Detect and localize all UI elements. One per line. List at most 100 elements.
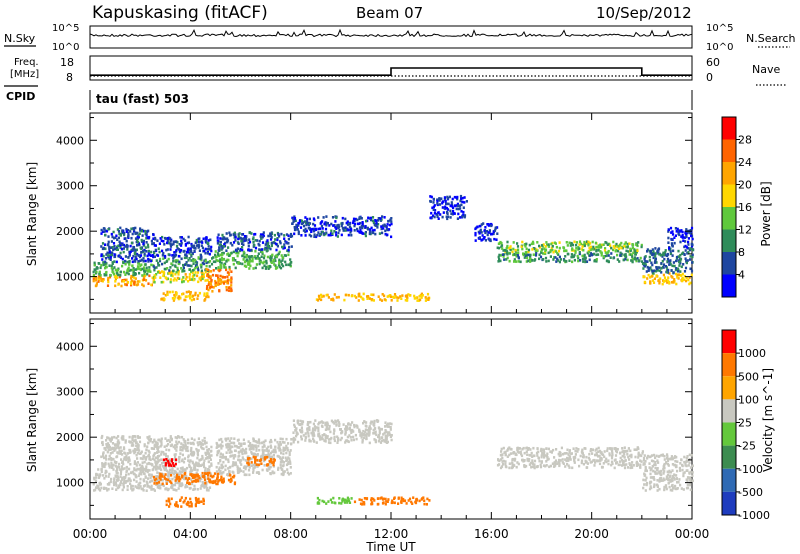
heatmap-cell xyxy=(220,258,223,262)
heatmap-cell xyxy=(282,464,285,467)
heatmap-cell xyxy=(628,454,632,458)
heatmap-cell xyxy=(100,467,103,471)
heatmap-cell xyxy=(220,447,223,450)
heatmap-cell xyxy=(142,275,145,278)
heatmap-cell xyxy=(315,426,318,429)
heatmap-cell xyxy=(481,234,484,237)
heatmap-cell xyxy=(594,453,597,457)
heatmap-cell xyxy=(190,478,193,481)
heatmap-cell xyxy=(188,477,191,480)
heatmap-cell xyxy=(159,464,162,467)
heatmap-cell xyxy=(137,483,140,487)
freq-label-line2: [MHz] xyxy=(10,69,39,80)
heatmap-cell xyxy=(116,472,119,475)
heatmap-cell xyxy=(101,230,104,233)
heatmap-cell xyxy=(207,295,210,299)
heatmap-cell xyxy=(602,243,605,246)
heatmap-cell xyxy=(595,452,598,455)
heatmap-cell xyxy=(207,448,210,451)
heatmap-cell xyxy=(542,243,545,246)
heatmap-cell xyxy=(525,260,528,263)
heatmap-cell xyxy=(540,244,544,247)
heatmap-cell xyxy=(677,269,680,273)
heatmap-cell xyxy=(690,234,693,238)
heatmap-cell xyxy=(255,471,258,474)
heatmap-cell xyxy=(410,500,413,504)
heatmap-cell xyxy=(649,276,652,279)
heatmap-cell xyxy=(673,236,676,239)
heatmap-cell xyxy=(232,233,235,236)
heatmap-cell xyxy=(272,454,275,457)
heatmap-cell xyxy=(633,257,636,261)
heatmap-cell xyxy=(167,438,170,442)
heatmap-cell xyxy=(400,498,403,501)
heatmap-cell xyxy=(172,488,175,491)
heatmap-cell xyxy=(577,448,580,451)
heatmap-cell xyxy=(451,197,454,201)
heatmap-cell xyxy=(276,244,279,248)
heatmap-cell xyxy=(242,442,246,445)
heatmap-cell xyxy=(300,426,303,429)
heatmap-cell xyxy=(419,298,422,302)
heatmap-cell xyxy=(108,248,111,251)
heatmap-cell xyxy=(608,452,611,455)
heatmap-cell xyxy=(180,484,183,488)
heatmap-cell xyxy=(624,253,627,256)
heatmap-cell xyxy=(253,466,256,469)
heatmap-cell xyxy=(186,478,189,482)
heatmap-cell xyxy=(333,422,336,425)
heatmap-cell xyxy=(110,447,113,450)
heatmap-cell xyxy=(429,200,433,203)
heatmap-cell xyxy=(152,447,156,450)
heatmap-cell xyxy=(199,276,202,279)
heatmap-cell xyxy=(178,243,181,246)
heatmap-cell xyxy=(147,249,150,253)
heatmap-cell xyxy=(382,497,385,501)
heatmap-cell xyxy=(228,451,231,454)
heatmap-cell xyxy=(146,485,149,488)
heatmap-cell xyxy=(283,470,286,473)
heatmap-cell xyxy=(452,210,455,213)
heatmap-cell xyxy=(175,291,178,295)
heatmap-cell xyxy=(172,458,175,461)
heatmap-cell xyxy=(670,269,673,272)
heatmap-cell xyxy=(317,434,320,438)
heatmap-cell xyxy=(134,474,137,477)
heatmap-cell xyxy=(203,465,206,469)
heatmap-cell xyxy=(204,259,207,263)
heatmap-cell xyxy=(514,253,517,256)
colorbar-segment xyxy=(722,139,736,162)
heatmap-cell xyxy=(275,248,278,252)
heatmap-cell xyxy=(147,437,150,441)
heatmap-cell xyxy=(226,271,229,274)
heatmap-cell xyxy=(325,502,328,505)
heatmap-cell xyxy=(139,457,142,460)
heatmap-cell xyxy=(276,440,279,444)
heatmap-cell xyxy=(180,459,184,463)
heatmap-cell xyxy=(138,472,141,476)
heatmap-cell xyxy=(109,437,112,441)
heatmap-cell xyxy=(160,443,163,447)
heatmap-cell xyxy=(674,234,677,237)
heatmap-cell xyxy=(348,222,351,226)
heatmap-cell xyxy=(199,479,202,483)
heatmap-cell xyxy=(600,458,603,461)
heatmap-cell xyxy=(275,242,278,246)
heatmap-cell xyxy=(553,256,556,259)
heatmap-cell xyxy=(461,196,464,200)
heatmap-cell xyxy=(132,449,135,453)
heatmap-cell xyxy=(621,447,624,450)
heatmap-cell xyxy=(361,222,364,226)
heatmap-cell xyxy=(670,231,673,234)
heatmap-cell xyxy=(402,497,405,501)
heatmap-cell xyxy=(342,229,345,232)
heatmap-cell xyxy=(557,452,560,456)
heatmap-cell xyxy=(577,256,580,260)
heatmap-cell xyxy=(369,427,372,430)
heatmap-cell xyxy=(639,463,642,467)
heatmap-cell xyxy=(214,281,218,285)
heatmap-cell xyxy=(151,479,154,483)
heatmap-cell xyxy=(525,450,528,453)
heatmap-cell xyxy=(198,237,201,240)
heatmap-cell xyxy=(175,477,178,481)
